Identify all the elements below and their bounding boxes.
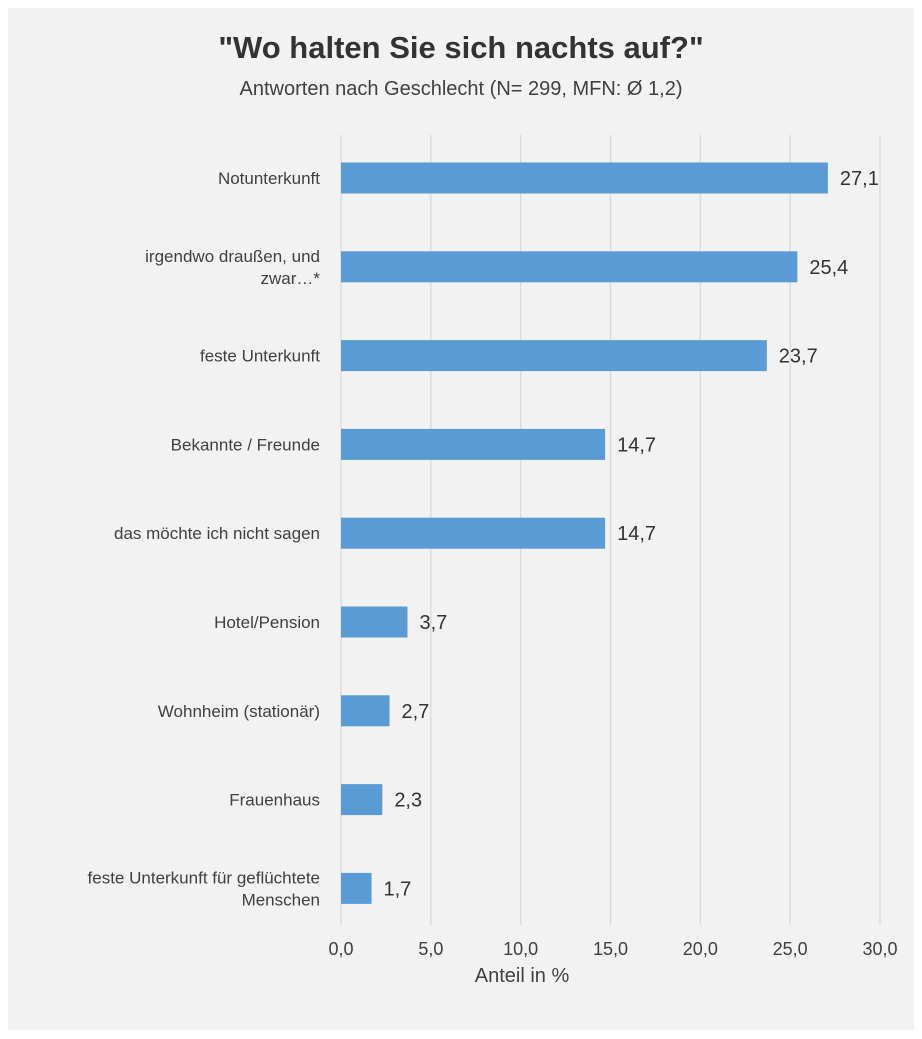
chart-subtitle: Antworten nach Geschlecht (N= 299, MFN: …: [239, 78, 683, 100]
category-label: Wohnheim (stationär): [158, 702, 320, 721]
value-label: 1,7: [384, 878, 412, 900]
category-label-line: zwar…*: [260, 269, 320, 288]
category-labels: Notunterkunft irgendwo draußen, und zwar…*…: [88, 169, 321, 909]
bar: [341, 162, 828, 194]
value-label: 14,7: [617, 523, 656, 545]
category-label: Bekannte / Freunde: [171, 435, 320, 454]
x-tick-labels: 0,0 5,0 10,0 15,0 20,0 25,0 30,0: [328, 939, 897, 959]
bar: [341, 428, 606, 460]
bar: [341, 784, 383, 816]
category-label-line: Menschen: [242, 890, 320, 909]
x-tick-label: 25,0: [773, 939, 808, 959]
value-label: 25,4: [809, 257, 848, 279]
category-label: Notunterkunft: [218, 169, 320, 188]
category-label-line: feste Unterkunft: [200, 347, 320, 366]
bar: [341, 695, 390, 727]
category-label: irgendwo draußen, und zwar…*: [145, 247, 320, 288]
value-label: 23,7: [779, 346, 818, 368]
category-label-line: feste Unterkunft für geflüchtete: [88, 868, 320, 887]
value-label: 27,1: [840, 168, 879, 190]
category-label-line: das möchte ich nicht sagen: [114, 524, 320, 543]
category-label-line: Frauenhaus: [229, 791, 320, 810]
category-label-line: Hotel/Pension: [214, 613, 320, 632]
category-label: feste Unterkunft: [200, 347, 320, 366]
value-label: 14,7: [617, 434, 656, 456]
x-axis-title: Anteil in %: [475, 965, 570, 987]
category-label: Frauenhaus: [229, 791, 320, 810]
chart-title: "Wo halten Sie sich nachts auf?": [218, 30, 704, 65]
bar: [341, 517, 606, 549]
bar: [341, 872, 372, 904]
x-tick-label: 30,0: [862, 939, 897, 959]
category-label: das möchte ich nicht sagen: [114, 524, 320, 543]
bar: [341, 340, 767, 372]
bars: [341, 162, 828, 904]
x-tick-label: 5,0: [418, 939, 443, 959]
category-label-line: Wohnheim (stationär): [158, 702, 320, 721]
bar: [341, 606, 408, 638]
x-tick-label: 10,0: [503, 939, 538, 959]
value-labels: 27,1 25,4 23,7 14,7 14,7 3,7 2,7 2,3 1,7: [384, 168, 879, 900]
category-label-line: irgendwo draußen, und: [145, 247, 320, 266]
value-label: 2,3: [394, 790, 422, 812]
value-label: 2,7: [402, 701, 430, 723]
category-label: feste Unterkunft für geflüchtete Menschen: [88, 868, 320, 909]
x-tick-label: 20,0: [683, 939, 718, 959]
bar: [341, 251, 798, 283]
value-label: 3,7: [419, 612, 447, 634]
category-label-line: Notunterkunft: [218, 169, 320, 188]
category-label-line: Bekannte / Freunde: [171, 435, 320, 454]
x-tick-label: 15,0: [593, 939, 628, 959]
category-label: Hotel/Pension: [214, 613, 320, 632]
x-tick-label: 0,0: [328, 939, 353, 959]
